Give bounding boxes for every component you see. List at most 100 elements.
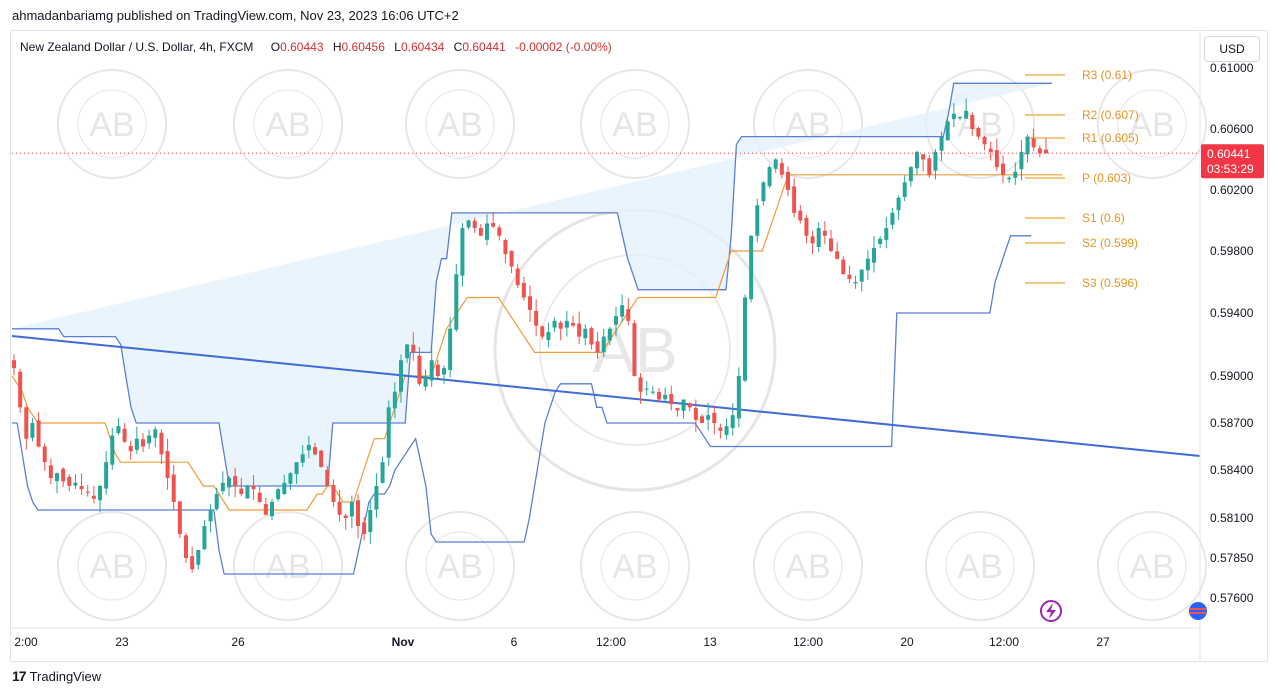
- candle-body: [872, 247, 876, 263]
- high-value: 0.60456: [341, 40, 385, 54]
- candle-body: [313, 447, 317, 455]
- candle-body: [343, 515, 348, 518]
- price-tag-countdown: 03:53:29: [1207, 162, 1254, 176]
- watermark-monogram: AB: [437, 106, 482, 144]
- candle-body: [724, 426, 729, 435]
- symbol-name: New Zealand Dollar / U.S. Dollar, 4h, FX…: [20, 40, 254, 54]
- candle-body: [79, 485, 84, 490]
- candle-body: [331, 485, 336, 502]
- candle-body: [380, 462, 385, 483]
- lightning-icon-bolt: [1046, 603, 1056, 619]
- candle-body: [761, 182, 766, 202]
- candle-body: [675, 408, 680, 411]
- candle-body: [337, 501, 342, 515]
- watermark-inner-ring: [425, 89, 495, 159]
- candle-body: [798, 210, 803, 221]
- candle-body: [42, 446, 47, 463]
- price-tag-value: 0.60441: [1207, 147, 1251, 161]
- candle-body: [134, 438, 139, 450]
- candle-body: [411, 344, 416, 353]
- pivot-layer: R3 (0.61) R2 (0.607) R1 (0.605) P (0.603) S1…: [1025, 68, 1139, 290]
- candle-body: [988, 148, 993, 152]
- candle-body: [288, 473, 293, 484]
- candle-body: [356, 500, 360, 526]
- candle-body: [700, 416, 704, 423]
- watermark-monogram: AB: [785, 548, 830, 586]
- candle-body: [515, 268, 520, 286]
- candle-body: [497, 227, 502, 236]
- candle-body: [368, 510, 373, 533]
- candle-body: [822, 230, 827, 236]
- watermark-ring: [405, 69, 515, 179]
- candle-body: [614, 316, 618, 325]
- candle-body: [282, 482, 287, 494]
- candle-body: [399, 360, 403, 392]
- candle-body: [159, 432, 164, 455]
- candle-body: [233, 476, 238, 486]
- candle-body: [779, 163, 784, 175]
- candle-body: [325, 469, 330, 486]
- candle-body: [687, 403, 692, 408]
- price-tag-box: [1201, 144, 1264, 179]
- candle-body: [202, 526, 207, 550]
- candle-body: [749, 235, 754, 300]
- candle-body: [374, 486, 379, 510]
- x-tick-label: 13: [703, 635, 717, 649]
- candle-body: [564, 320, 569, 328]
- candle-body: [773, 159, 778, 169]
- candle-body: [693, 407, 698, 420]
- watermark-ring: [753, 511, 863, 621]
- low-label: L: [394, 40, 401, 54]
- candle-body: [915, 151, 919, 169]
- y-tick-label: 0.60600: [1210, 122, 1254, 136]
- candle-body: [835, 251, 840, 259]
- open-label: O: [270, 40, 281, 54]
- candle-body: [816, 228, 821, 247]
- candle-body: [67, 476, 72, 486]
- candle-body: [319, 450, 324, 467]
- candle-body: [362, 522, 367, 534]
- watermark-inner-ring: [773, 89, 843, 159]
- globe-icon-circle: [1189, 602, 1207, 620]
- candle-body: [177, 501, 182, 534]
- watermark-inner-ring: [77, 89, 147, 159]
- candle-body: [116, 426, 121, 434]
- watermark-monogram: AB: [612, 548, 657, 586]
- candle-body: [48, 465, 53, 478]
- candle-body: [1044, 149, 1048, 154]
- candle-body: [448, 328, 453, 370]
- watermark-inner-ring: [600, 531, 670, 601]
- candle-body: [147, 435, 152, 444]
- x-tick-label: 2:00: [14, 635, 38, 649]
- candle-body: [349, 502, 354, 517]
- candle-body: [878, 238, 883, 245]
- watermark-inner-ring: [773, 531, 843, 601]
- channel-fill: [12, 83, 1052, 487]
- candle-body: [98, 486, 102, 501]
- low-value: 0.60434: [400, 40, 445, 54]
- candle-body: [853, 282, 858, 284]
- candle-body: [245, 486, 250, 499]
- candle-body: [829, 238, 833, 251]
- watermark-monogram: AB: [1129, 106, 1174, 144]
- candle-body: [902, 182, 907, 197]
- candle-body: [847, 274, 852, 279]
- candle-body: [73, 482, 78, 486]
- watermark-inner-ring: [1117, 89, 1187, 159]
- x-tick-label: 26: [231, 635, 245, 649]
- currency-button[interactable]: USD: [1204, 36, 1260, 62]
- tradingview-logo[interactable]: 17 TradingView: [12, 668, 101, 684]
- candle-body: [552, 320, 557, 328]
- candle-body: [865, 258, 870, 271]
- close-value: 0.60441: [462, 40, 506, 54]
- pivot-label: S2 (0.599): [1082, 236, 1138, 250]
- candle-body: [767, 167, 772, 187]
- candle-body: [859, 269, 864, 282]
- candle-body: [392, 391, 397, 409]
- candle-body: [1007, 177, 1012, 180]
- candle-body: [939, 136, 944, 151]
- candle-body: [91, 495, 96, 499]
- candle-body: [933, 151, 938, 171]
